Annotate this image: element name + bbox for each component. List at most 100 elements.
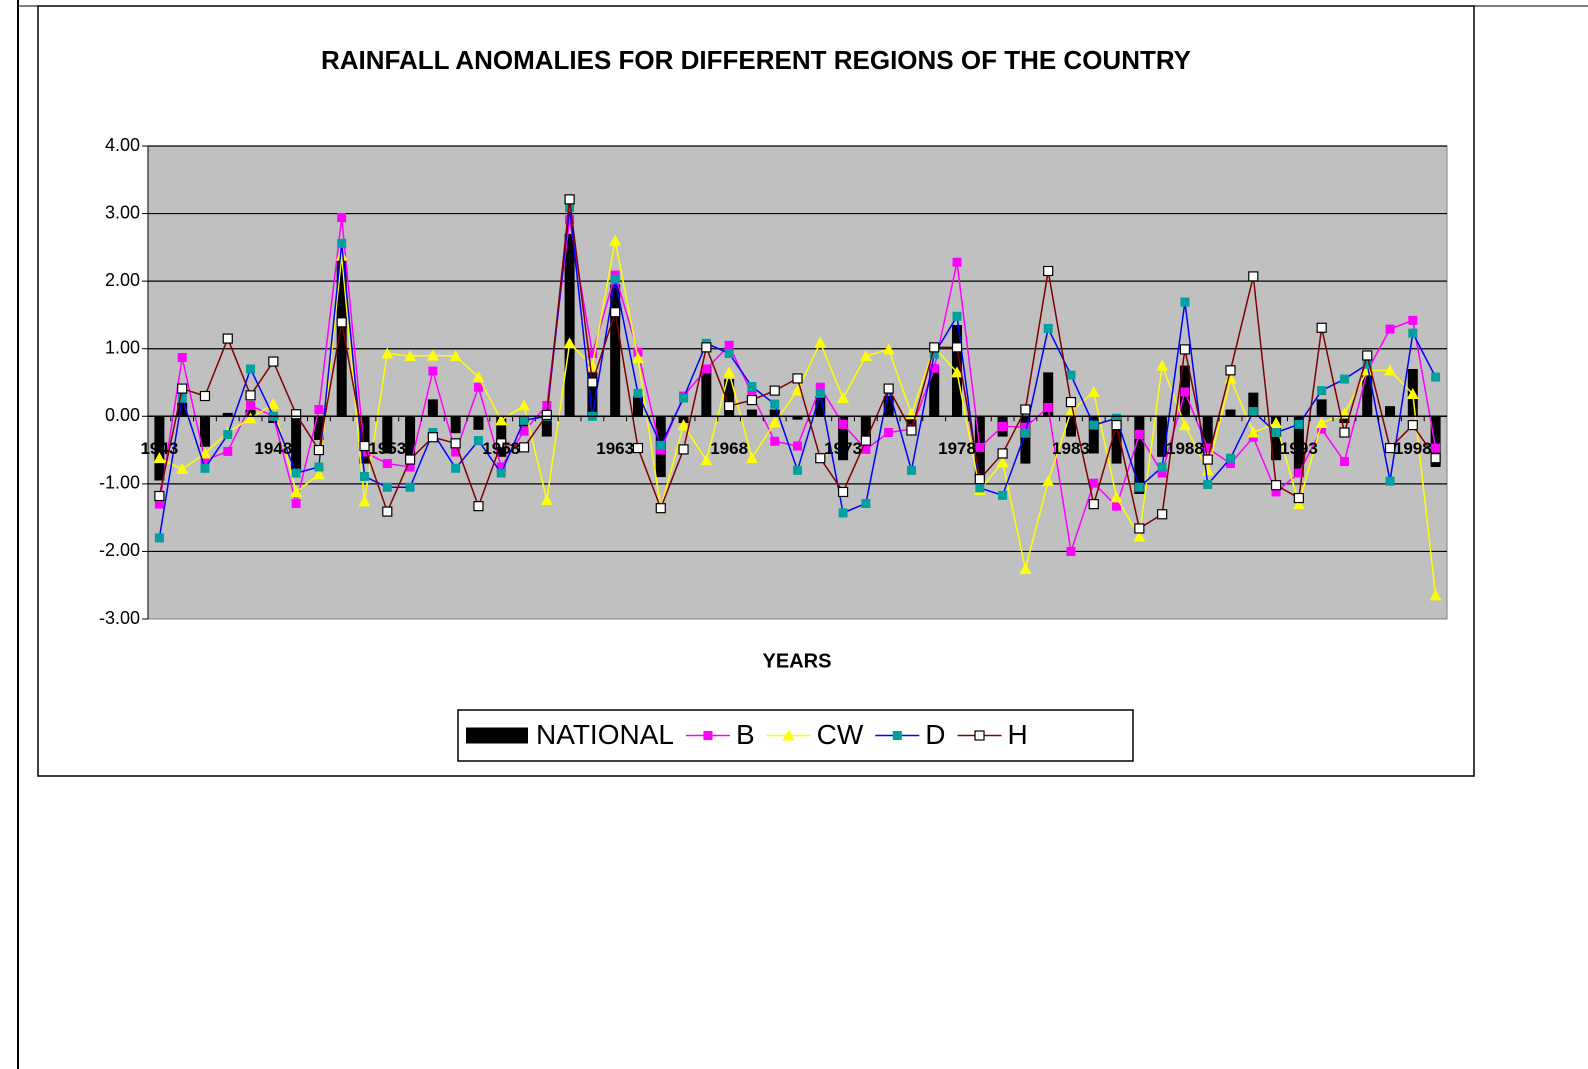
point bbox=[314, 462, 324, 472]
point bbox=[975, 442, 985, 452]
point bbox=[473, 436, 483, 446]
point bbox=[1362, 350, 1373, 361]
point bbox=[860, 435, 871, 446]
bar bbox=[792, 416, 803, 420]
bar bbox=[1020, 416, 1031, 464]
bar bbox=[496, 416, 507, 457]
point bbox=[360, 471, 369, 481]
point bbox=[473, 501, 484, 512]
point bbox=[382, 459, 392, 469]
bar bbox=[405, 416, 416, 457]
point bbox=[1111, 419, 1122, 431]
point bbox=[496, 462, 506, 472]
point bbox=[1020, 428, 1030, 438]
point bbox=[1201, 464, 1214, 476]
bar bbox=[1362, 368, 1373, 417]
bar bbox=[860, 416, 871, 437]
bar bbox=[541, 416, 552, 437]
point bbox=[814, 336, 827, 348]
bar bbox=[906, 416, 917, 430]
point bbox=[1385, 476, 1395, 486]
bar bbox=[177, 402, 188, 417]
point bbox=[337, 213, 347, 223]
bar bbox=[199, 416, 210, 447]
point bbox=[1043, 265, 1054, 277]
y-tick-label: 4.00 bbox=[105, 135, 140, 155]
x-tick-label: 1988 bbox=[1166, 439, 1204, 458]
point bbox=[405, 462, 415, 472]
point bbox=[1339, 427, 1350, 438]
bar bbox=[313, 416, 324, 440]
point bbox=[1247, 426, 1260, 438]
point bbox=[1406, 387, 1419, 399]
point bbox=[518, 442, 530, 453]
point bbox=[154, 499, 164, 509]
legend-label: CW bbox=[817, 719, 864, 750]
point bbox=[1431, 372, 1441, 382]
point bbox=[519, 426, 529, 436]
point bbox=[1407, 419, 1418, 431]
y-tick-label: 2.00 bbox=[105, 270, 140, 290]
bar bbox=[1339, 416, 1350, 424]
point bbox=[1226, 459, 1235, 469]
point bbox=[404, 454, 416, 465]
point bbox=[1157, 468, 1167, 478]
point bbox=[701, 364, 711, 374]
point bbox=[746, 394, 758, 406]
point bbox=[405, 482, 415, 492]
point bbox=[1315, 417, 1328, 429]
point bbox=[929, 342, 940, 353]
point bbox=[586, 359, 599, 371]
point bbox=[1134, 523, 1145, 534]
point bbox=[747, 382, 757, 392]
point bbox=[472, 371, 485, 383]
point bbox=[587, 377, 598, 388]
y-tick-label: 1.00 bbox=[105, 337, 140, 357]
point bbox=[427, 432, 438, 443]
point bbox=[1293, 492, 1304, 504]
point bbox=[929, 363, 939, 373]
point bbox=[1089, 478, 1099, 488]
point bbox=[793, 465, 802, 475]
point bbox=[1087, 385, 1100, 397]
point bbox=[1429, 589, 1442, 601]
bar bbox=[382, 416, 393, 454]
point bbox=[838, 419, 848, 429]
point bbox=[884, 428, 894, 438]
bar bbox=[1134, 416, 1145, 494]
point bbox=[1112, 501, 1122, 511]
bar bbox=[883, 396, 894, 417]
point bbox=[1134, 482, 1144, 492]
point bbox=[312, 468, 325, 480]
point bbox=[906, 465, 916, 475]
point bbox=[451, 447, 461, 457]
point bbox=[426, 349, 439, 361]
x-tick-label: 1953 bbox=[368, 439, 406, 458]
bar bbox=[610, 284, 621, 417]
point bbox=[382, 482, 392, 492]
point bbox=[337, 238, 347, 248]
point bbox=[997, 448, 1008, 459]
point bbox=[1248, 271, 1259, 282]
point bbox=[246, 364, 256, 374]
point bbox=[745, 452, 758, 464]
point bbox=[656, 445, 666, 455]
bar bbox=[1225, 409, 1236, 417]
y-tick-label: 3.00 bbox=[105, 202, 140, 222]
point bbox=[360, 447, 369, 457]
point bbox=[1065, 396, 1077, 408]
point bbox=[1271, 428, 1281, 438]
point bbox=[1384, 442, 1396, 454]
bar bbox=[929, 365, 940, 417]
point bbox=[1271, 487, 1281, 497]
point bbox=[382, 506, 393, 517]
point bbox=[1179, 344, 1191, 355]
point bbox=[1339, 457, 1349, 467]
point bbox=[1248, 407, 1258, 417]
point bbox=[449, 350, 462, 362]
bar bbox=[564, 233, 575, 417]
point bbox=[837, 392, 850, 404]
point bbox=[496, 438, 507, 449]
point bbox=[1294, 419, 1304, 429]
point bbox=[724, 348, 734, 358]
